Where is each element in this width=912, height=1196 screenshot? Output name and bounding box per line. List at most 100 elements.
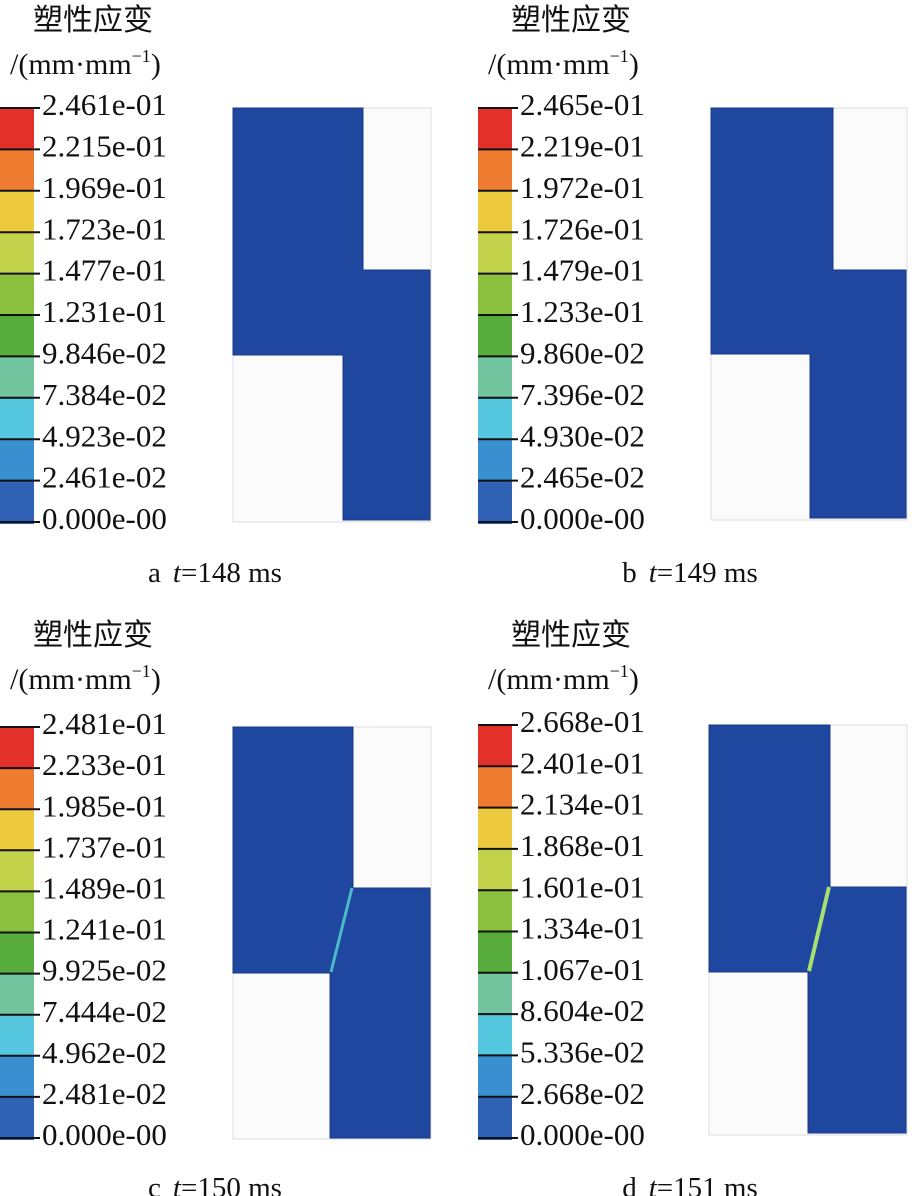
caption-variable: t <box>649 1172 658 1196</box>
colorbar-segment <box>0 315 34 357</box>
colorbar-segment <box>478 766 512 808</box>
colorbar-segment <box>478 1055 512 1097</box>
colorbar-label: 1.737e-01 <box>42 829 167 864</box>
colorbar-segment <box>0 768 34 810</box>
panel: 塑性应变 /(mm·mm−1) 2.461e-01 2.215e-01 1.969e-0… <box>0 4 282 589</box>
caption-variable: t <box>173 557 182 589</box>
colorbar-label: 0.000e-00 <box>520 1117 645 1152</box>
colorbar-label: 2.233e-01 <box>42 747 167 782</box>
unit-suffix: ) <box>151 48 161 81</box>
colorbar-segment <box>0 397 34 440</box>
panel: 塑性应变 /(mm·mm−1) 2.481e-01 2.233e-01 1.985e-0… <box>0 619 282 1196</box>
unit-prefix: /(mm·mm <box>10 48 132 81</box>
colorbar-label: 1.067e-01 <box>520 952 645 987</box>
colorbar-segment <box>0 149 34 191</box>
colorbar-label: 9.925e-02 <box>42 953 167 988</box>
colorbar-label: 9.860e-02 <box>520 336 645 371</box>
colorbar-segment <box>0 727 34 769</box>
caption-letter: a <box>148 557 161 589</box>
unit-exponent: −1 <box>610 46 629 66</box>
specimen <box>710 107 907 519</box>
colorbar-segment <box>0 1096 34 1138</box>
specimen <box>232 726 431 1139</box>
colorbar-segment <box>0 1055 34 1097</box>
caption: c t=150 ms <box>148 1172 282 1196</box>
unit-prefix: /(mm·mm <box>488 48 610 81</box>
colorbar-segment <box>478 356 512 398</box>
colorbar-label: 0.000e-00 <box>520 501 645 536</box>
caption-letter: d <box>622 1172 637 1196</box>
colorbar-segment <box>0 1014 34 1056</box>
colorbar-segment <box>478 890 512 932</box>
panel: 塑性应变 /(mm·mm−1) 2.465e-01 2.219e-01 1.972e-0… <box>478 4 758 589</box>
colorbar-label: 1.972e-01 <box>520 170 645 205</box>
colorbar-segment <box>0 809 34 851</box>
colorbar-label: 9.846e-02 <box>42 336 167 371</box>
colorbar-label: 1.233e-01 <box>520 294 645 329</box>
colorbar-label: 1.479e-01 <box>520 253 645 288</box>
colorbar-label: 1.969e-01 <box>42 170 167 205</box>
colorbar-label: 1.723e-01 <box>42 211 167 246</box>
colorbar-label: 4.923e-02 <box>42 418 167 453</box>
unit-prefix: /(mm·mm <box>10 663 132 696</box>
legend-title: 塑性应变 <box>33 619 153 652</box>
legend-title: 塑性应变 <box>33 4 153 37</box>
colorbar-label: 2.215e-01 <box>42 129 167 164</box>
colorbar-segment <box>478 931 512 973</box>
colorbar-segment <box>0 891 34 933</box>
colorbar-label: 2.668e-01 <box>520 704 645 739</box>
colorbar-segment <box>478 273 512 315</box>
colorbar-segment <box>0 973 34 1015</box>
colorbar-segment <box>478 725 512 767</box>
colorbar-segment <box>0 356 34 398</box>
crack <box>807 886 831 972</box>
colorbar-label: 1.477e-01 <box>42 253 167 288</box>
colorbar-segment <box>478 1014 512 1056</box>
legend-title: 塑性应变 <box>511 619 631 652</box>
caption-variable: t <box>173 1172 182 1196</box>
colorbar-label: 1.726e-01 <box>520 211 645 246</box>
colorbar-segment <box>0 850 34 892</box>
colorbar-label: 7.444e-02 <box>42 994 167 1029</box>
colorbar-label: 7.396e-02 <box>520 377 645 412</box>
caption: b t=149 ms <box>622 557 758 589</box>
legend-unit: /(mm·mm−1) <box>10 46 161 81</box>
colorbar-label: 8.604e-02 <box>520 993 645 1028</box>
colorbar-segment <box>0 480 34 522</box>
colorbar-label: 2.461e-02 <box>42 460 167 495</box>
crack <box>329 887 354 973</box>
colorbar-label: 4.962e-02 <box>42 1035 167 1070</box>
caption-time: =148 ms <box>181 557 282 589</box>
colorbar-segment <box>478 108 512 150</box>
unit-exponent: −1 <box>132 661 151 681</box>
colorbar-label: 1.231e-01 <box>42 294 167 329</box>
colorbar-label: 0.000e-00 <box>42 501 167 536</box>
colorbar-label: 2.668e-02 <box>520 1076 645 1111</box>
colorbar-label: 2.465e-02 <box>520 460 645 495</box>
caption-time: =149 ms <box>657 557 758 589</box>
colorbar-label: 2.461e-01 <box>42 87 167 122</box>
colorbar-label: 5.336e-02 <box>520 1035 645 1070</box>
colorbar-label: 2.481e-01 <box>42 706 167 741</box>
legend-unit: /(mm·mm−1) <box>488 661 639 696</box>
colorbar-segment <box>478 439 512 481</box>
caption: a t=148 ms <box>148 557 282 589</box>
colorbar-label: 1.241e-01 <box>42 912 167 947</box>
colorbar-segment <box>478 972 512 1015</box>
caption-time: =150 ms <box>181 1172 282 1196</box>
colorbar-label: 1.489e-01 <box>42 871 167 906</box>
colorbar-segment <box>478 397 512 440</box>
caption-time: =151 ms <box>657 1172 758 1196</box>
caption-letter: b <box>622 557 637 589</box>
colorbar-label: 1.985e-01 <box>42 788 167 823</box>
unit-suffix: ) <box>629 663 639 696</box>
colorbar-label: 1.868e-01 <box>520 828 645 863</box>
specimen <box>708 724 907 1134</box>
colorbar-segment <box>478 848 512 891</box>
colorbar-segment <box>478 480 512 522</box>
colorbar-segment <box>0 273 34 315</box>
colorbar-label: 2.219e-01 <box>520 129 645 164</box>
colorbar-label: 7.384e-02 <box>42 377 167 412</box>
unit-suffix: ) <box>151 663 161 696</box>
